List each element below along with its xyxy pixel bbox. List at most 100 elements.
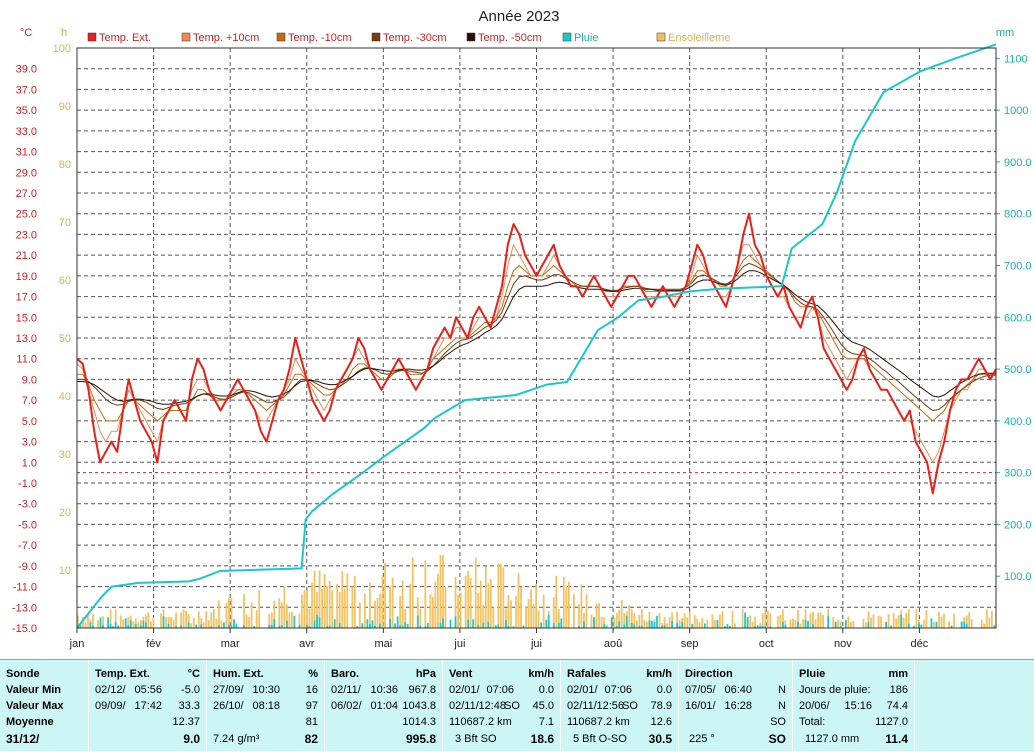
- sunshine-bar: [464, 575, 467, 628]
- sunshine-bar: [200, 618, 203, 628]
- sunshine-bar: [603, 617, 605, 628]
- rain-bar: [950, 625, 953, 628]
- month-label: sep: [681, 638, 699, 650]
- sunshine-bar: [444, 586, 447, 628]
- temp-tick-label: 37.0: [16, 84, 37, 96]
- sunshine-bar: [139, 620, 142, 628]
- rain-bar: [676, 622, 679, 628]
- sunshine-bar: [515, 595, 517, 628]
- sunshine-bar: [897, 615, 900, 628]
- chart-title: Année 2023: [479, 8, 560, 25]
- sunshine-bar: [985, 609, 988, 628]
- baro-min-time: 10:36: [370, 684, 398, 696]
- rafales-max-dir: SO: [622, 700, 638, 712]
- sunshine-bar: [761, 613, 764, 628]
- temp-tick-label: 29.0: [16, 167, 37, 179]
- sunshine-bar: [160, 613, 162, 628]
- temp-tick-label: 15.0: [16, 312, 37, 324]
- month-label: avr: [299, 638, 315, 650]
- rain-bar: [671, 620, 673, 628]
- sunshine-bar: [915, 609, 918, 628]
- sunshine-bar: [170, 616, 172, 628]
- hours-tick-label: 10: [59, 565, 71, 577]
- sunshine-bar: [711, 614, 714, 628]
- rain-bar: [907, 623, 910, 628]
- col-sonde: Sonde Valeur Min Valeur Max Moyenne 31/1…: [0, 660, 88, 752]
- rafales-min: 0.0: [656, 684, 672, 696]
- temp-max-date: 09/09/: [95, 700, 126, 712]
- rain-bar: [726, 624, 729, 628]
- rain-bar: [653, 621, 656, 628]
- sunshine-bar: [477, 592, 480, 628]
- legend-label: Temp. -30cm: [383, 32, 447, 44]
- rain-bar: [326, 626, 329, 628]
- sunshine-bar: [318, 570, 321, 628]
- temp-tick-label: 9.0: [22, 374, 37, 386]
- baro-max: 1043.8: [402, 700, 436, 712]
- sunshine-bar: [87, 614, 89, 628]
- rain-bar: [210, 626, 213, 628]
- sunshine-bar: [693, 615, 696, 628]
- sunshine-bar: [82, 617, 84, 628]
- sunshine-bar: [250, 602, 253, 628]
- temp-tick-label: 35.0: [16, 105, 37, 117]
- temp-tick-label: -9.0: [18, 561, 37, 573]
- rain-bar: [769, 626, 772, 628]
- chart: Année 2023 °C h mm Temp. Ext. Temp. +10cm…: [12, 8, 1032, 650]
- sunshine-bar: [839, 621, 842, 628]
- sunshine-bar: [313, 570, 316, 628]
- temp-tick-label: 19.0: [16, 271, 37, 283]
- vent-max-date: 02/11/: [449, 700, 479, 712]
- sunshine-bar: [731, 610, 734, 628]
- pluie-total-mm: 1127.0 mm: [805, 733, 860, 745]
- sunshine-bar: [217, 600, 220, 628]
- current-date: 31/12/: [6, 732, 40, 746]
- rain-bar: [369, 624, 371, 628]
- legend-label: Temp. -50cm: [478, 32, 542, 44]
- temp-current: 9.0: [183, 732, 200, 746]
- rafales-header: Rafales: [567, 668, 607, 680]
- temp-tick-label: -3.0: [18, 499, 37, 511]
- hours-tick-label: 100: [53, 43, 71, 55]
- pluie-max: 74.4: [886, 700, 908, 712]
- sunshine-bar: [615, 612, 618, 628]
- sunshine-bar: [663, 617, 666, 628]
- pluie-max-time: 15:16: [844, 700, 872, 712]
- sunshine-bar: [298, 613, 301, 628]
- sunshine-bar: [580, 584, 583, 628]
- temp-min-time: 05:56: [134, 684, 162, 696]
- sunshine-bar: [434, 581, 437, 628]
- rain-bar: [217, 625, 220, 628]
- rain-tick-label: 1100: [1004, 53, 1028, 65]
- temp-tick-label: 7.0: [22, 395, 37, 407]
- sunshine-bar: [364, 593, 366, 628]
- hours-tick-label: 90: [59, 101, 71, 113]
- sunshine-bar: [180, 612, 182, 628]
- sunshine-bar: [192, 617, 195, 628]
- sunshine-bar: [943, 613, 945, 628]
- sunshine-bar: [701, 618, 704, 628]
- hours-tick-label: 70: [59, 217, 71, 229]
- rain-bar: [663, 624, 666, 628]
- rain-unit-label: mm: [996, 27, 1014, 39]
- sunshine-bar: [255, 610, 258, 628]
- temp-tick-label: 21.0: [16, 250, 37, 262]
- hours-tick-label: 60: [59, 275, 71, 287]
- rain-bar: [640, 625, 643, 628]
- rain-bar: [406, 623, 409, 628]
- sunshine-bar: [132, 621, 135, 628]
- rain-bar: [253, 626, 256, 628]
- sunshine-bar: [245, 614, 248, 628]
- hum-max-date: 26/10/: [213, 700, 244, 712]
- rain-bar: [472, 619, 475, 628]
- rain-bar: [371, 620, 374, 628]
- baro-max-date: 06/02/: [331, 700, 362, 712]
- rain-bar: [603, 624, 605, 628]
- rain-bar: [522, 625, 525, 628]
- temp-min-date: 02/12/: [95, 684, 126, 696]
- rain-bar: [280, 625, 283, 628]
- sunshine-bar: [990, 610, 993, 628]
- rain-bar: [99, 617, 102, 628]
- sunshine-bar: [144, 614, 147, 628]
- hum-min: 16: [305, 684, 318, 696]
